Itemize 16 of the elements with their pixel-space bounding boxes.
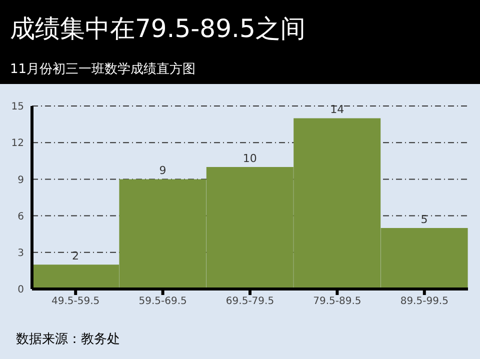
data-label: 10 (242, 152, 257, 165)
y-tick-label: 9 (18, 174, 24, 186)
x-tick-label: 49.5-59.5 (52, 296, 100, 308)
x-tick-label: 59.5-69.5 (138, 296, 187, 308)
chart-title: 成绩集中在79.5-89.5之间 (10, 13, 306, 45)
y-tick-label: 0 (18, 284, 24, 296)
source-note: 数据来源：教务处 (16, 331, 120, 348)
x-tick-label: 89.5-99.5 (400, 296, 448, 308)
y-tick-label: 3 (18, 248, 24, 259)
y-tick-label: 6 (18, 211, 24, 222)
data-label: 9 (159, 164, 166, 178)
chart-subtitle: 11月份初三一班数学成绩直方图 (10, 61, 197, 78)
x-tick-label: 69.5-79.5 (226, 296, 274, 308)
x-tick-label: 79.5-89.5 (313, 296, 362, 308)
y-tick-label: 12 (11, 138, 24, 150)
y-tick-label: 15 (11, 102, 24, 113)
